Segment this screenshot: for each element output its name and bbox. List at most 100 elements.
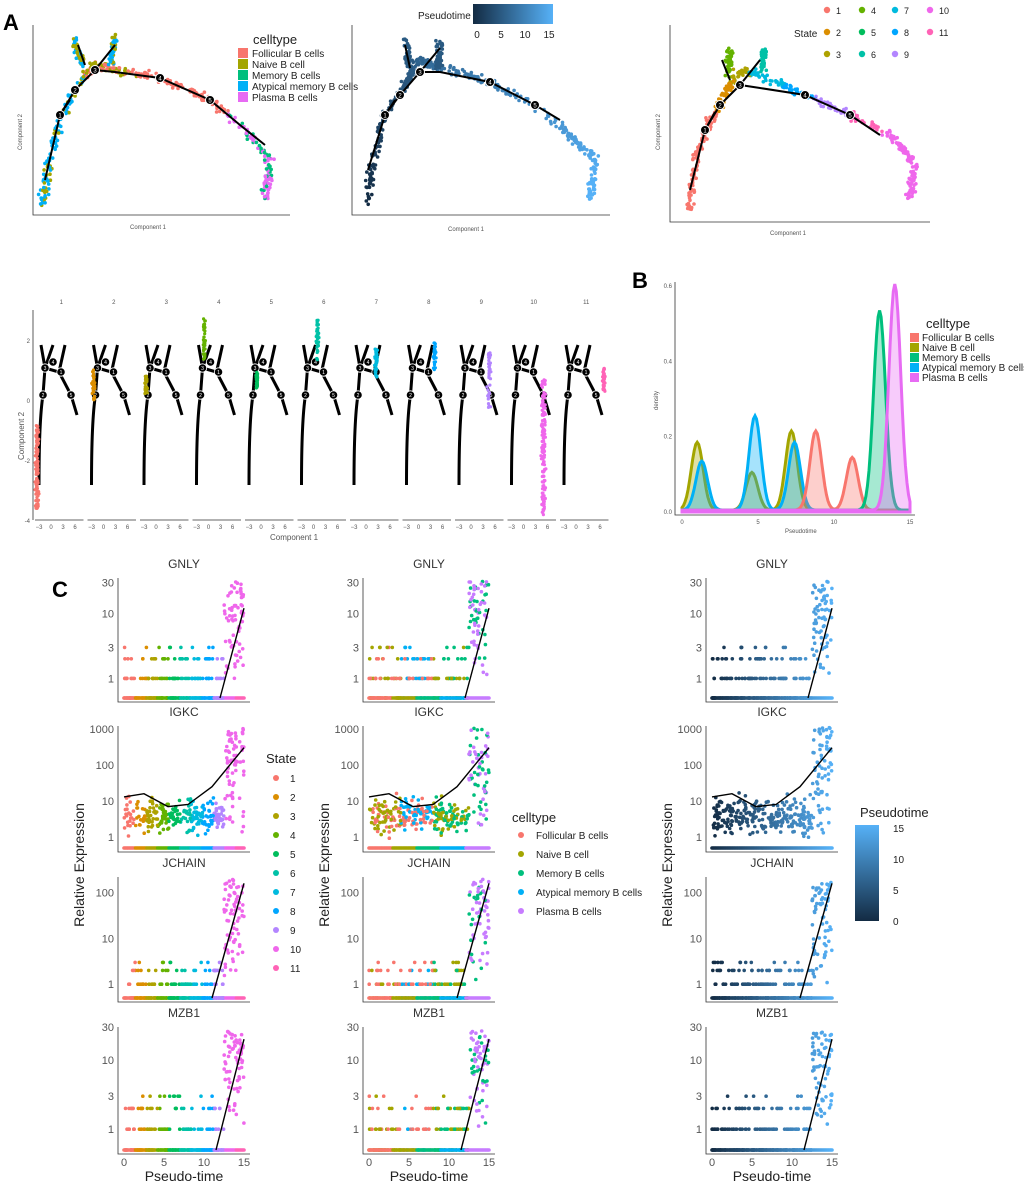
expr-point	[154, 803, 159, 808]
expr-point	[166, 826, 171, 830]
expr-point	[468, 743, 473, 748]
cell-point	[75, 81, 80, 85]
cell-point	[541, 394, 545, 398]
cell-point	[373, 363, 377, 367]
cell-point	[145, 72, 150, 76]
expr-point	[487, 696, 491, 700]
cell-point	[596, 154, 601, 158]
facet-x-tick: 6	[178, 525, 182, 531]
cell-point	[368, 180, 372, 185]
cell-point	[219, 104, 224, 108]
expr-point	[378, 820, 382, 825]
cell-point	[75, 50, 79, 54]
cell-point	[517, 98, 521, 103]
expr-point	[387, 836, 392, 840]
expr-point	[128, 819, 132, 823]
expr-point	[221, 808, 226, 812]
density-plot: density Pseudotime 0 5 10 150.00.20.40.6 ce…	[654, 282, 1024, 535]
cell-point	[262, 194, 267, 199]
cell-point	[373, 152, 378, 157]
cell-point	[35, 440, 39, 444]
expr-point	[227, 607, 232, 611]
expr-point	[763, 830, 768, 835]
expr-point	[200, 821, 205, 825]
expr-point	[430, 818, 434, 823]
cell-point	[217, 109, 222, 114]
expr-point	[803, 831, 807, 835]
cell-point	[588, 149, 593, 153]
cell-point	[448, 65, 452, 70]
expr-point	[783, 676, 788, 681]
expr-point	[467, 580, 472, 584]
branch-node-label: 4	[419, 360, 422, 366]
expr-point	[415, 657, 420, 661]
cell-point	[201, 343, 205, 347]
expr-point	[173, 676, 177, 681]
expr-point	[225, 774, 230, 779]
cell-point	[35, 470, 39, 474]
expr-point	[778, 830, 783, 834]
cell-point	[542, 405, 546, 409]
cell-point	[374, 373, 378, 377]
cell-point	[906, 180, 910, 185]
cell-point	[464, 72, 469, 76]
expr-point	[131, 676, 135, 681]
expr-point	[223, 611, 227, 616]
branch-node-label: 2	[304, 393, 307, 399]
cell-point	[434, 350, 438, 354]
cell-point	[176, 86, 180, 91]
facet-y-tick: -2	[25, 459, 31, 465]
expr-point	[820, 583, 825, 588]
cell-point	[539, 457, 544, 461]
cell-point	[541, 423, 545, 427]
cell-point	[113, 40, 117, 45]
expr-point	[468, 619, 473, 624]
expr-point	[147, 814, 151, 818]
cell-point	[593, 171, 597, 175]
expr-point	[237, 740, 242, 744]
branch-node-label: 3	[569, 366, 572, 372]
expr-point	[240, 731, 245, 736]
cell-point	[589, 178, 594, 182]
cell-point	[543, 381, 547, 385]
cell-point	[267, 177, 271, 182]
facet-x-tick: 0	[102, 525, 106, 531]
cell-point	[46, 192, 51, 197]
expr-point	[392, 828, 396, 832]
expr-point	[446, 657, 451, 661]
expr-point	[450, 814, 454, 818]
cell-point	[364, 199, 369, 203]
legend-swatch	[238, 48, 248, 58]
expr-point	[241, 726, 245, 731]
cell-point	[512, 88, 516, 93]
cell-point	[540, 474, 544, 479]
expr-y-tick: 100	[96, 760, 114, 772]
branch-node-label: 2	[357, 393, 360, 399]
facet-x-tick: 3	[586, 525, 590, 531]
cell-point	[266, 191, 270, 195]
branch-node-label: 4	[262, 360, 265, 366]
cell-point	[762, 63, 766, 67]
expr-point	[369, 820, 374, 825]
expr-point	[471, 630, 476, 634]
cell-point	[265, 194, 270, 198]
cell-point	[432, 354, 436, 358]
expr-point	[128, 800, 132, 804]
expr-point	[230, 740, 235, 744]
expr-point	[193, 810, 197, 814]
cell-point	[487, 395, 491, 399]
expr-point	[484, 817, 489, 821]
expr-point	[425, 816, 429, 821]
facet-x-tick: −3	[36, 525, 44, 531]
expr-point	[476, 772, 480, 777]
facet-x-tick: 6	[493, 525, 497, 531]
expr-point	[479, 582, 484, 586]
expr-point	[462, 676, 466, 681]
expr-point	[478, 800, 483, 804]
expr-point	[374, 657, 379, 661]
cell-point	[542, 484, 546, 488]
